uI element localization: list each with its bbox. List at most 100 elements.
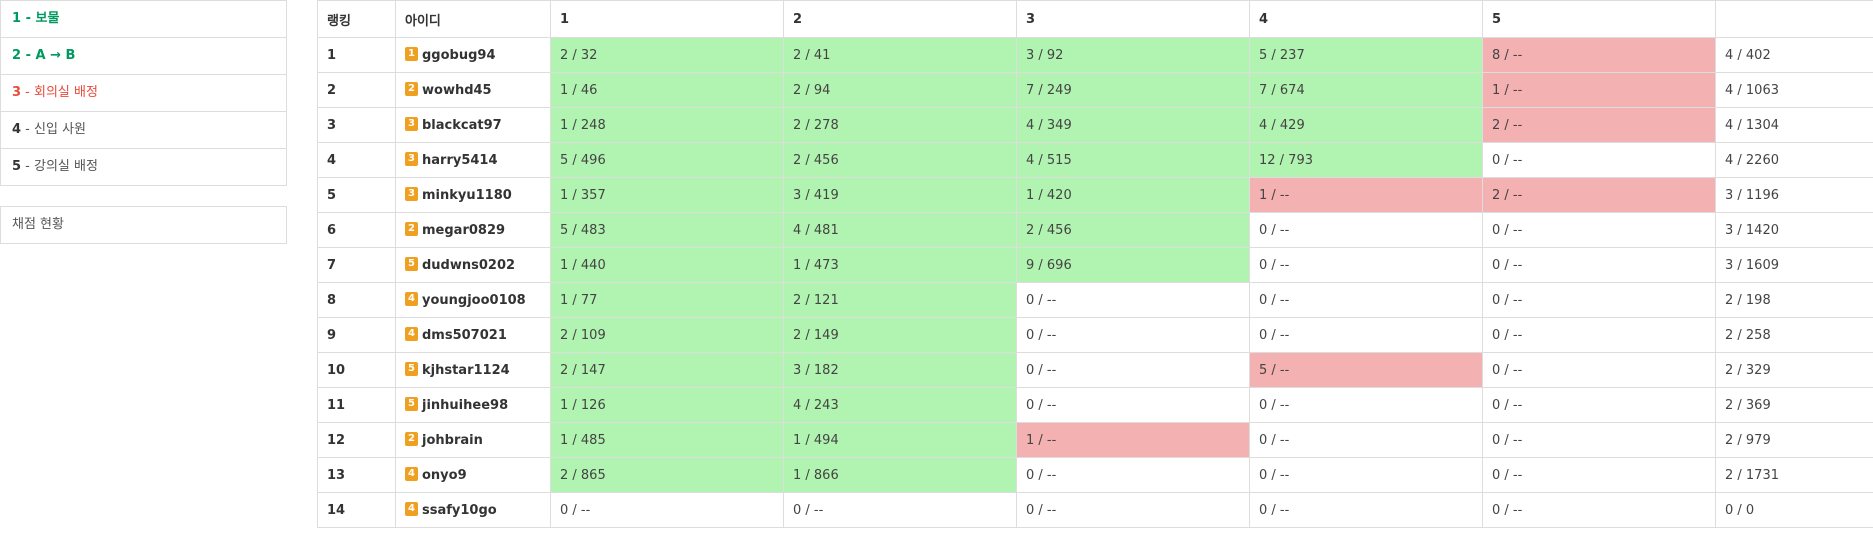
table-row: 11 5 jinhuihee98 1 / 126 4 / 243 0 / -- 0 / --… xyxy=(317,387,1873,423)
rank-cell: 7 xyxy=(317,247,396,283)
problem-number: 4 xyxy=(12,122,22,137)
column-header-6: 5 xyxy=(1482,0,1716,38)
total-cell: 2 / 369 xyxy=(1715,387,1873,423)
user-id-link[interactable]: wowhd45 xyxy=(422,82,492,98)
user-cell: 2 megar0829 xyxy=(395,212,551,248)
problem-3-cell: 0 / -- xyxy=(1016,282,1250,318)
rank-cell: 2 xyxy=(317,72,396,108)
user-id-link[interactable]: johbrain xyxy=(422,432,483,448)
problem-item-4[interactable]: 4 - 신입 사원 xyxy=(1,111,286,148)
user-cell: 1 ggobug94 xyxy=(395,37,551,73)
user-id-link[interactable]: kjhstar1124 xyxy=(422,362,510,378)
problem-5-cell: 0 / -- xyxy=(1482,422,1716,458)
problem-2-cell: 3 / 182 xyxy=(783,352,1017,388)
problem-separator: - xyxy=(21,48,36,63)
problem-5-cell: 1 / -- xyxy=(1482,72,1716,108)
problem-separator: - xyxy=(21,122,35,137)
rank-cell: 11 xyxy=(317,387,396,423)
problem-item-1[interactable]: 1 - 보물 xyxy=(1,1,286,37)
tier-badge-icon: 5 xyxy=(405,397,418,411)
problem-5-cell: 0 / -- xyxy=(1482,282,1716,318)
problem-item-3[interactable]: 3 - 회의실 배정 xyxy=(1,74,286,111)
problem-1-cell: 5 / 483 xyxy=(550,212,784,248)
column-header-5: 4 xyxy=(1249,0,1483,38)
rank-cell: 5 xyxy=(317,177,396,213)
problem-2-cell: 2 / 278 xyxy=(783,107,1017,143)
user-id-link[interactable]: ggobug94 xyxy=(422,47,496,63)
problem-2-cell: 4 / 243 xyxy=(783,387,1017,423)
problem-4-cell: 0 / -- xyxy=(1249,247,1483,283)
problem-1-cell: 1 / 77 xyxy=(550,282,784,318)
table-row: 14 4 ssafy10go 0 / -- 0 / -- 0 / -- 0 / -- 0 / … xyxy=(317,492,1873,528)
problem-5-cell: 0 / -- xyxy=(1482,457,1716,493)
problem-2-cell: 3 / 419 xyxy=(783,177,1017,213)
problem-title: A → B xyxy=(35,48,76,63)
problem-4-cell: 7 / 674 xyxy=(1249,72,1483,108)
user-id-link[interactable]: ssafy10go xyxy=(422,502,497,518)
problem-3-cell: 0 / -- xyxy=(1016,352,1250,388)
problem-3-cell: 9 / 696 xyxy=(1016,247,1250,283)
problem-3-cell: 4 / 515 xyxy=(1016,142,1250,178)
problem-1-cell: 1 / 126 xyxy=(550,387,784,423)
user-id-link[interactable]: jinhuihee98 xyxy=(422,397,509,413)
tier-badge-icon: 2 xyxy=(405,432,418,446)
user-cell: 4 ssafy10go xyxy=(395,492,551,528)
problem-item-2[interactable]: 2 - A → B xyxy=(1,37,286,74)
column-header-7 xyxy=(1715,0,1873,38)
total-cell: 2 / 329 xyxy=(1715,352,1873,388)
tier-badge-icon: 4 xyxy=(405,502,418,516)
problem-3-cell: 0 / -- xyxy=(1016,492,1250,528)
problem-4-cell: 0 / -- xyxy=(1249,317,1483,353)
problem-4-cell: 0 / -- xyxy=(1249,422,1483,458)
user-id-link[interactable]: dudwns0202 xyxy=(422,257,516,273)
problem-number: 5 xyxy=(12,159,22,174)
user-id-link[interactable]: youngjoo0108 xyxy=(422,292,526,308)
tier-badge-icon: 1 xyxy=(405,47,418,61)
total-cell: 4 / 1063 xyxy=(1715,72,1873,108)
problem-4-cell: 0 / -- xyxy=(1249,387,1483,423)
total-cell: 3 / 1609 xyxy=(1715,247,1873,283)
tier-badge-icon: 3 xyxy=(405,187,418,201)
total-cell: 0 / 0 xyxy=(1715,492,1873,528)
user-id-link[interactable]: megar0829 xyxy=(422,222,506,238)
problem-3-cell: 0 / -- xyxy=(1016,387,1250,423)
tier-badge-icon: 4 xyxy=(405,292,418,306)
problem-5-cell: 0 / -- xyxy=(1482,317,1716,353)
user-id-link[interactable]: dms507021 xyxy=(422,327,507,343)
grading-status-link[interactable]: 채점 현황 xyxy=(0,206,287,244)
problem-item-5[interactable]: 5 - 강의실 배정 xyxy=(1,148,286,185)
user-id-link[interactable]: harry5414 xyxy=(422,152,498,168)
problem-1-cell: 1 / 46 xyxy=(550,72,784,108)
problem-4-cell: 0 / -- xyxy=(1249,457,1483,493)
user-cell: 5 dudwns0202 xyxy=(395,247,551,283)
table-row: 10 5 kjhstar1124 2 / 147 3 / 182 0 / -- 5 / --… xyxy=(317,352,1873,388)
column-header-3: 2 xyxy=(783,0,1017,38)
problem-2-cell: 2 / 41 xyxy=(783,37,1017,73)
user-cell: 2 johbrain xyxy=(395,422,551,458)
user-cell: 4 dms507021 xyxy=(395,317,551,353)
problem-5-cell: 8 / -- xyxy=(1482,37,1716,73)
problem-1-cell: 1 / 440 xyxy=(550,247,784,283)
problem-1-cell: 1 / 248 xyxy=(550,107,784,143)
total-cell: 2 / 198 xyxy=(1715,282,1873,318)
user-id-link[interactable]: minkyu1180 xyxy=(422,187,512,203)
tier-badge-icon: 2 xyxy=(405,222,418,236)
problem-4-cell: 4 / 429 xyxy=(1249,107,1483,143)
user-cell: 5 kjhstar1124 xyxy=(395,352,551,388)
problem-separator: - xyxy=(21,159,35,174)
rank-cell: 8 xyxy=(317,282,396,318)
problem-number: 1 xyxy=(12,11,22,26)
tier-badge-icon: 4 xyxy=(405,467,418,481)
total-cell: 4 / 402 xyxy=(1715,37,1873,73)
user-id-link[interactable]: onyo9 xyxy=(422,467,467,483)
problem-2-cell: 4 / 481 xyxy=(783,212,1017,248)
rank-cell: 10 xyxy=(317,352,396,388)
user-cell: 3 minkyu1180 xyxy=(395,177,551,213)
user-id-link[interactable]: blackcat97 xyxy=(422,117,502,133)
problem-5-cell: 0 / -- xyxy=(1482,212,1716,248)
problem-2-cell: 1 / 473 xyxy=(783,247,1017,283)
tier-badge-icon: 4 xyxy=(405,327,418,341)
problem-separator: - xyxy=(21,11,36,26)
problem-2-cell: 2 / 149 xyxy=(783,317,1017,353)
